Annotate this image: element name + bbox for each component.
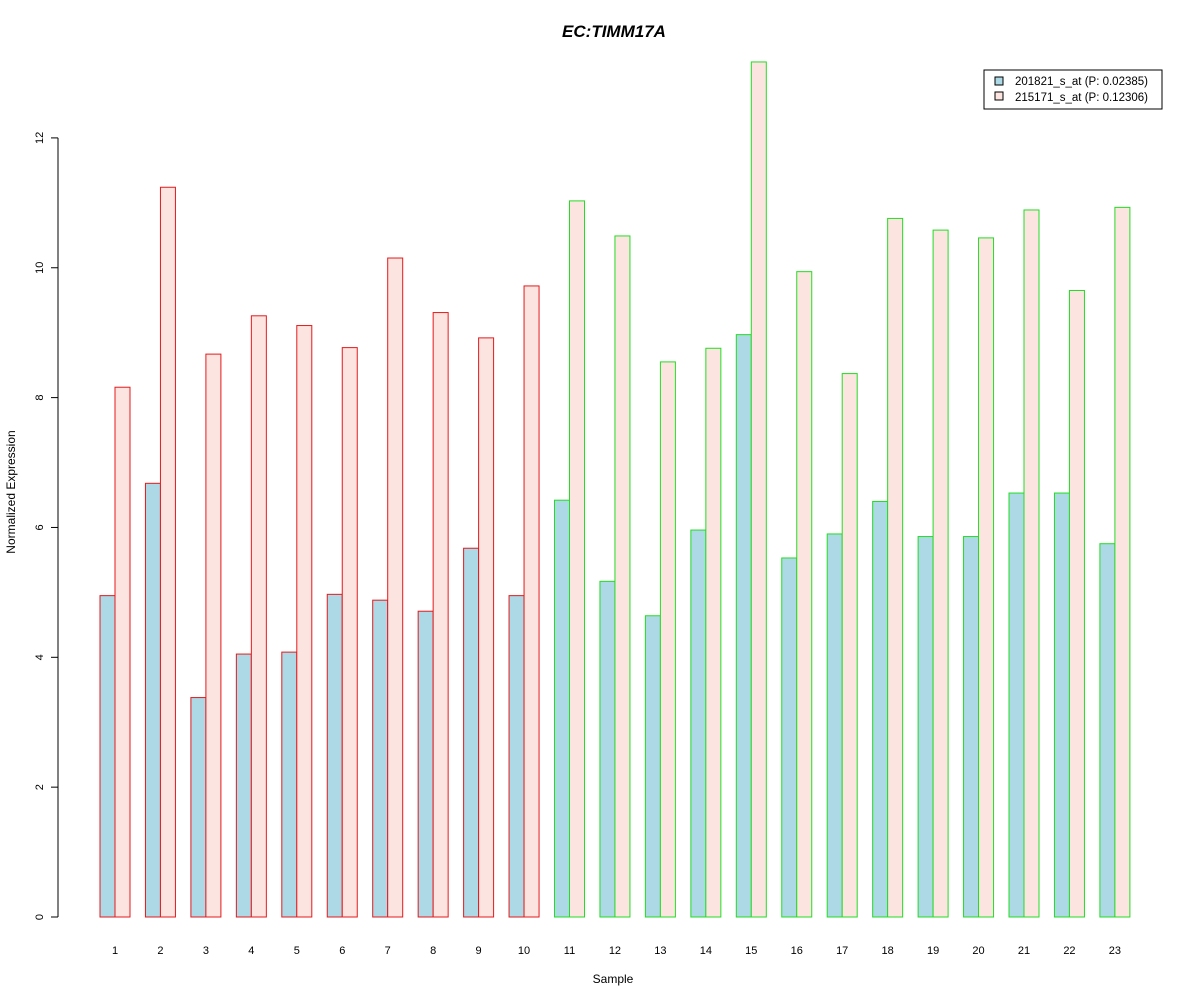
bar-series-1-sample-22: [1053, 492, 1070, 918]
bar-series-2-sample-22: [1068, 289, 1085, 918]
bars-group: [99, 61, 1131, 918]
x-tick-label: 8: [430, 945, 436, 957]
bar-series-2-sample-20: [978, 237, 995, 918]
legend-swatch-series-1: [994, 76, 1004, 86]
y-tick-label: 10: [34, 262, 46, 274]
bar-series-2-sample-23: [1114, 206, 1131, 918]
bar-series-1-sample-18: [872, 500, 889, 918]
bar-series-2-sample-14: [705, 347, 722, 918]
bar-series-2-sample-11: [569, 200, 585, 918]
x-tick-label: 18: [882, 945, 894, 957]
bar-series-1-sample-3: [190, 697, 207, 918]
bar-series-2-sample-3: [205, 353, 222, 918]
bar-series-1-sample-4: [235, 653, 252, 918]
bar-series-1-sample-1: [99, 595, 116, 918]
bar-series-2-sample-8: [432, 312, 449, 918]
bar-series-2-sample-21: [1023, 209, 1040, 918]
y-tick-label: 12: [34, 132, 46, 144]
x-tick-label: 10: [518, 945, 530, 957]
bar-series-2-sample-2: [159, 186, 176, 918]
x-tick-label: 16: [791, 945, 803, 957]
x-tick-label: 21: [1018, 945, 1030, 957]
x-tick-label: 23: [1109, 945, 1121, 957]
bar-series-2-sample-18: [887, 217, 904, 918]
x-tick-label: 17: [836, 945, 848, 957]
chart-title: EC:TIMM17A: [562, 22, 666, 41]
x-tick-label: 15: [745, 945, 757, 957]
bar-series-1-sample-10: [508, 595, 525, 918]
bar-series-1-sample-12: [599, 580, 616, 918]
bar-series-2-sample-12: [614, 235, 631, 918]
bar-series-1-sample-2: [144, 482, 161, 918]
x-tick-label: 14: [700, 945, 712, 957]
bar-series-2-sample-10: [523, 285, 540, 918]
bar-series-1-sample-13: [644, 615, 661, 918]
legend-label-series-2: 215171_s_at (P: 0.12306): [1015, 92, 1148, 104]
bar-series-2-sample-7: [387, 257, 404, 918]
x-tick-label: 11: [564, 945, 575, 957]
x-tick-label: 3: [203, 945, 209, 957]
x-tick-label: 2: [157, 945, 163, 957]
bar-series-2-sample-1: [114, 386, 131, 918]
x-tick-label: 9: [476, 945, 482, 957]
bar-series-1-sample-16: [781, 557, 798, 918]
legend-label-series-1: 201821_s_at (P: 0.02385): [1015, 76, 1148, 88]
bar-series-1-sample-23: [1099, 543, 1116, 918]
bar-series-2-sample-13: [659, 361, 676, 918]
x-tick-label: 1: [112, 945, 118, 957]
y-tick-label: 2: [34, 784, 46, 790]
bar-series-2-sample-9: [478, 337, 495, 918]
x-tick-label: 22: [1063, 945, 1075, 957]
x-tick-label: 19: [927, 945, 939, 957]
bar-series-2-sample-5: [296, 325, 313, 918]
y-axis-title: Normalized Expression: [4, 430, 18, 553]
bar-series-1-sample-15: [735, 334, 752, 918]
bar-series-2-sample-17: [841, 373, 858, 918]
x-tick-label: 4: [248, 945, 254, 957]
bar-series-1-sample-17: [826, 533, 843, 918]
x-tick-label: 20: [972, 945, 984, 957]
bar-series-1-sample-6: [326, 593, 343, 918]
x-axis-title: Sample: [593, 972, 634, 986]
y-tick-label: 6: [34, 524, 46, 530]
y-axis: 0 2 4 6 8 10 12: [34, 132, 59, 920]
bar-series-1-sample-7: [372, 599, 389, 918]
bar-series-1-sample-11: [554, 499, 570, 918]
x-tick-label: 12: [609, 945, 621, 957]
y-tick-label: 0: [34, 914, 46, 920]
x-tick-label: 7: [385, 945, 391, 957]
bar-series-1-sample-9: [463, 547, 480, 918]
bar-series-1-sample-19: [917, 536, 934, 918]
bar-series-2-sample-4: [250, 315, 267, 918]
y-tick-label: 8: [34, 395, 46, 401]
legend-box: [983, 69, 1163, 110]
bar-series-1-sample-5: [281, 651, 298, 918]
x-tick-label: 13: [654, 945, 666, 957]
bar-series-2-sample-16: [796, 271, 813, 918]
bar-series-1-sample-21: [1008, 492, 1025, 918]
bar-series-2-sample-6: [341, 347, 358, 918]
y-tick-label: 4: [34, 654, 46, 660]
bar-series-1-sample-14: [690, 529, 707, 918]
bar-series-2-sample-19: [932, 229, 949, 918]
x-axis-labels: 1 2 3 4 5 6 7 8 9 10 11 12 13 14 15 16 17 18 19 20 21 22 23: [112, 945, 1121, 957]
bar-series-2-sample-15: [750, 61, 767, 918]
bar-series-1-sample-8: [417, 610, 434, 918]
legend-swatch-series-2: [994, 91, 1004, 101]
x-tick-label: 6: [339, 945, 345, 957]
legend: 201821_s_at (P: 0.02385) 215171_s_at (P:…: [983, 69, 1163, 110]
x-tick-label: 5: [294, 945, 300, 957]
bar-series-1-sample-20: [963, 536, 980, 918]
